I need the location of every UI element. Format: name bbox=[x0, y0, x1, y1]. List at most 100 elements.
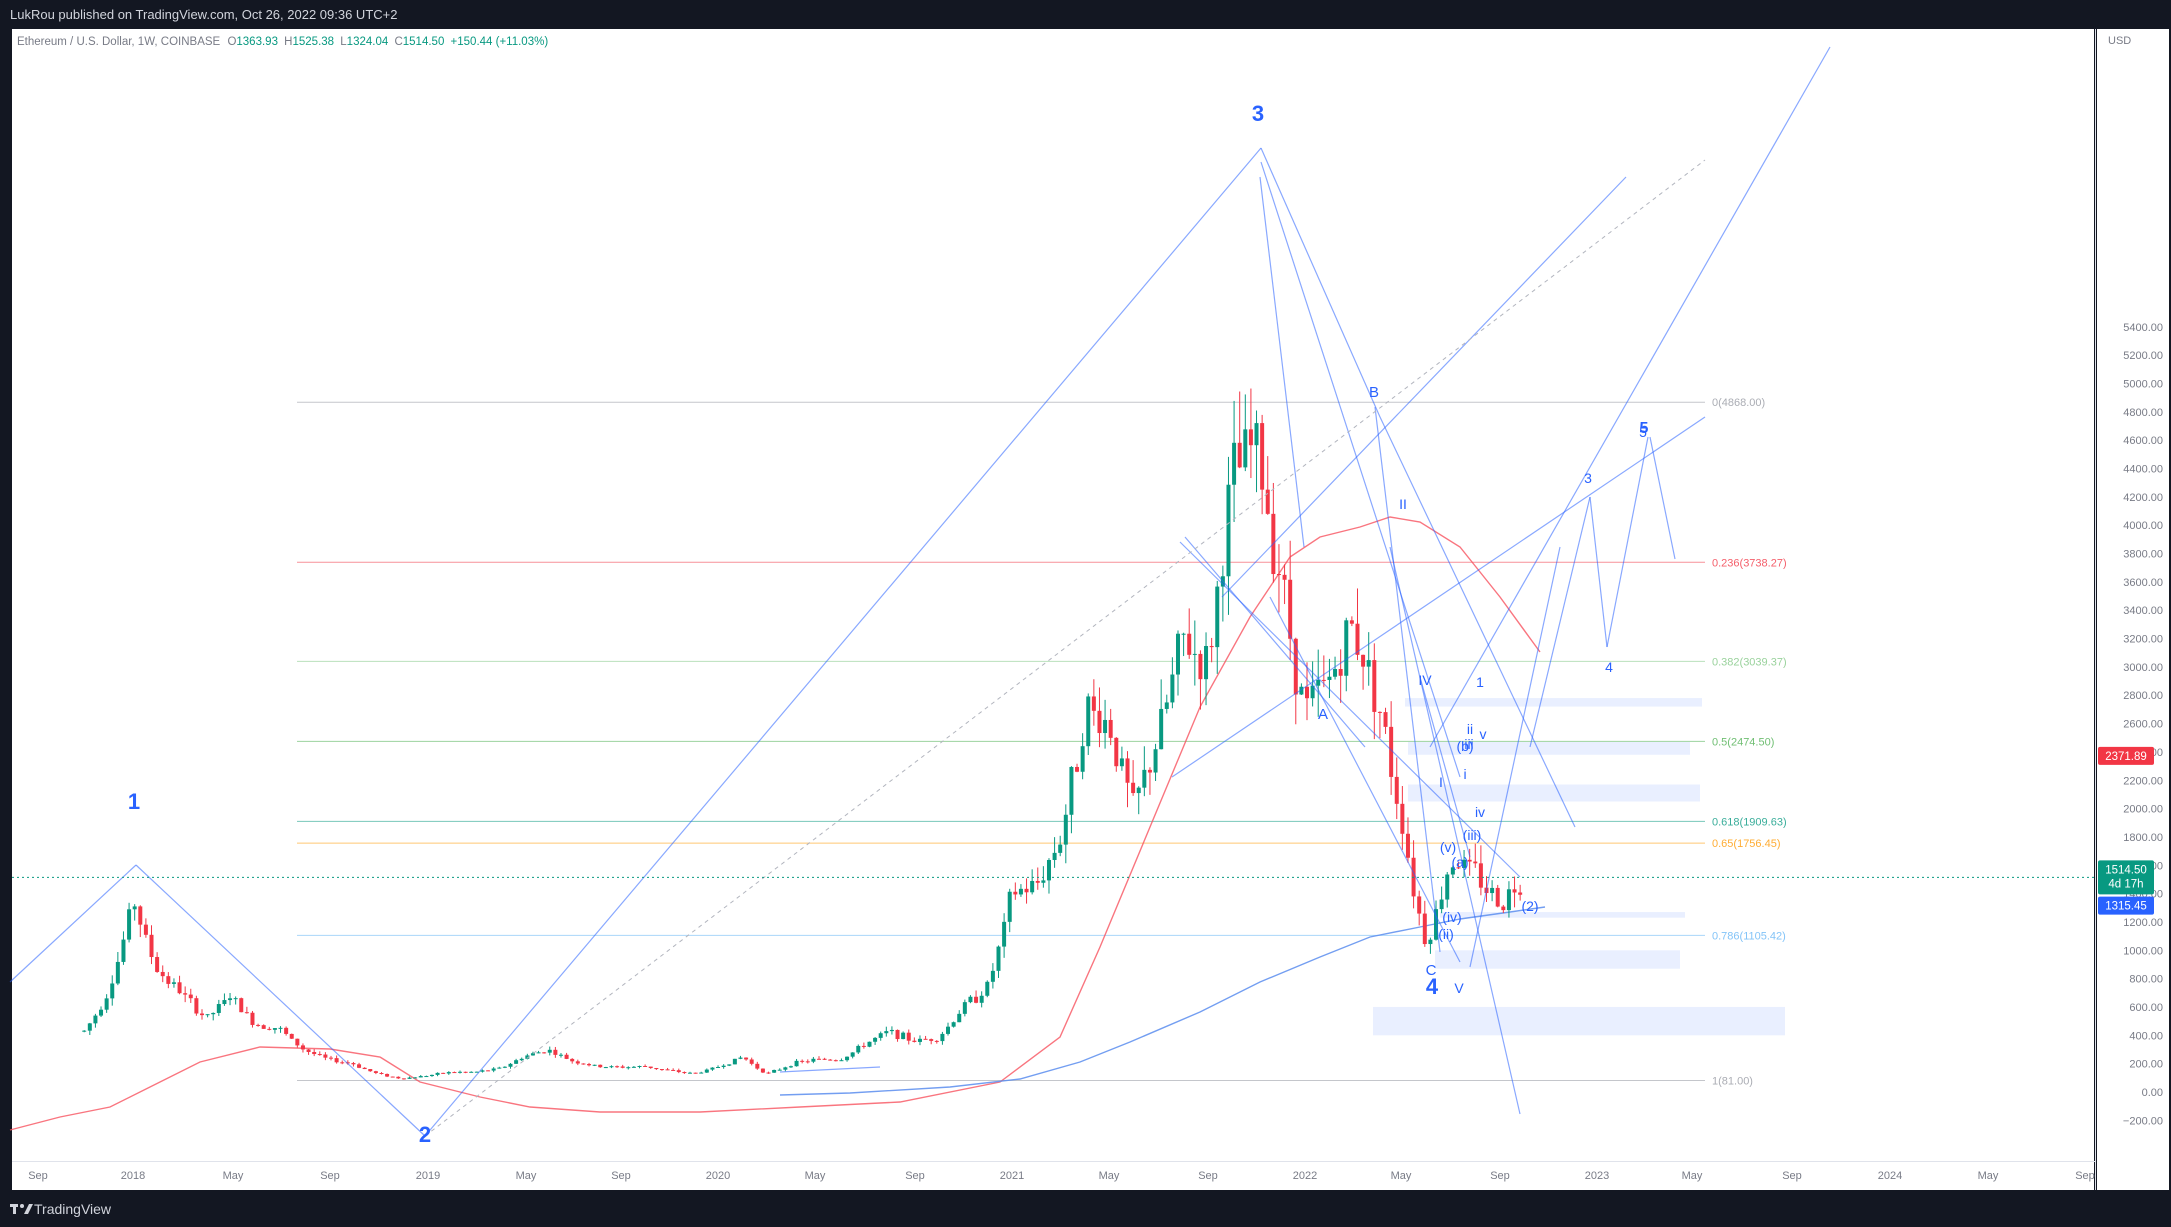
candle[interactable] bbox=[1366, 632, 1371, 686]
candle[interactable] bbox=[671, 1068, 676, 1071]
candle[interactable] bbox=[974, 990, 979, 1004]
candle[interactable] bbox=[783, 1066, 788, 1072]
candle[interactable] bbox=[1377, 711, 1382, 739]
price-zone[interactable] bbox=[1405, 698, 1702, 707]
candle[interactable] bbox=[441, 1072, 446, 1074]
candle[interactable] bbox=[1164, 694, 1169, 714]
candle[interactable] bbox=[1097, 687, 1102, 748]
candle[interactable] bbox=[1052, 837, 1057, 868]
candle[interactable] bbox=[1288, 540, 1293, 660]
candle[interactable] bbox=[873, 1037, 878, 1045]
candle[interactable] bbox=[1209, 637, 1214, 663]
trend-line[interactable] bbox=[1589, 496, 1608, 648]
candle[interactable] bbox=[1142, 746, 1147, 797]
candle[interactable] bbox=[334, 1055, 339, 1064]
candle[interactable] bbox=[435, 1072, 440, 1077]
price-axis-pane[interactable] bbox=[2097, 29, 2169, 1190]
candle[interactable] bbox=[87, 1022, 92, 1035]
candle[interactable] bbox=[732, 1058, 737, 1065]
candle[interactable] bbox=[508, 1063, 513, 1069]
candle[interactable] bbox=[687, 1071, 692, 1074]
chart-frame[interactable]: 0(4868.00) 0.236(3738.27) 0.382(3039.37) 0.… bbox=[0, 27, 2171, 1192]
candle[interactable] bbox=[1035, 867, 1040, 890]
candle[interactable] bbox=[845, 1056, 850, 1062]
candle[interactable] bbox=[1473, 843, 1478, 868]
candle[interactable] bbox=[216, 999, 221, 1016]
candle[interactable] bbox=[1046, 858, 1051, 894]
trend-line[interactable] bbox=[1221, 176, 1627, 598]
candle[interactable] bbox=[979, 991, 984, 1008]
candle[interactable] bbox=[744, 1057, 749, 1061]
candle[interactable] bbox=[760, 1068, 765, 1074]
trend-line[interactable] bbox=[1469, 546, 1561, 968]
trend-line[interactable] bbox=[1269, 596, 1461, 963]
candle[interactable] bbox=[1495, 884, 1500, 908]
candle[interactable] bbox=[828, 1058, 833, 1061]
candle[interactable] bbox=[1080, 733, 1085, 780]
candle[interactable] bbox=[1389, 701, 1394, 795]
candle[interactable] bbox=[1086, 693, 1091, 755]
candle[interactable] bbox=[407, 1076, 412, 1079]
trend-line[interactable] bbox=[424, 147, 1262, 1137]
candle[interactable] bbox=[833, 1059, 838, 1062]
candle[interactable] bbox=[912, 1037, 917, 1043]
candle[interactable] bbox=[1136, 786, 1141, 815]
candle[interactable] bbox=[480, 1069, 485, 1073]
candle[interactable] bbox=[1478, 845, 1483, 896]
candle[interactable] bbox=[329, 1055, 334, 1061]
candle[interactable] bbox=[357, 1062, 362, 1069]
candle[interactable] bbox=[542, 1052, 547, 1054]
candle[interactable] bbox=[676, 1068, 681, 1074]
candle[interactable] bbox=[990, 963, 995, 989]
trend-line[interactable] bbox=[1260, 161, 1461, 778]
candle[interactable] bbox=[486, 1070, 491, 1072]
candle[interactable] bbox=[1260, 414, 1265, 515]
candle[interactable] bbox=[160, 965, 165, 983]
candle[interactable] bbox=[340, 1060, 345, 1065]
candle[interactable] bbox=[497, 1066, 502, 1069]
candle[interactable] bbox=[901, 1031, 906, 1040]
price-zone[interactable] bbox=[1440, 912, 1685, 918]
candle[interactable] bbox=[1383, 707, 1388, 734]
candle[interactable] bbox=[721, 1064, 726, 1069]
candle[interactable] bbox=[1153, 743, 1158, 781]
candle[interactable] bbox=[1316, 649, 1321, 717]
candle[interactable] bbox=[772, 1069, 777, 1073]
candle[interactable] bbox=[884, 1026, 889, 1037]
candle[interactable] bbox=[205, 1014, 210, 1018]
candle[interactable] bbox=[1506, 881, 1511, 918]
candle[interactable] bbox=[244, 1006, 249, 1014]
candle[interactable] bbox=[1276, 544, 1281, 613]
candle[interactable] bbox=[502, 1066, 507, 1069]
candle[interactable] bbox=[749, 1057, 754, 1066]
ma-red-line[interactable] bbox=[9, 516, 1541, 1131]
candle[interactable] bbox=[256, 1023, 261, 1027]
trend-line[interactable] bbox=[1389, 546, 1521, 1115]
candle[interactable] bbox=[1204, 632, 1209, 706]
candle[interactable] bbox=[1237, 391, 1242, 469]
candle[interactable] bbox=[1512, 876, 1517, 908]
candle[interactable] bbox=[968, 995, 973, 1004]
candle[interactable] bbox=[1265, 456, 1270, 515]
candle[interactable] bbox=[1024, 878, 1029, 904]
candle[interactable] bbox=[626, 1066, 631, 1070]
candle[interactable] bbox=[1108, 708, 1113, 746]
candle[interactable] bbox=[368, 1068, 373, 1072]
candle[interactable] bbox=[800, 1059, 805, 1064]
candle[interactable] bbox=[211, 1012, 216, 1021]
candle[interactable] bbox=[710, 1067, 715, 1071]
candle[interactable] bbox=[1131, 760, 1136, 796]
candle[interactable] bbox=[317, 1051, 322, 1056]
candle[interactable] bbox=[766, 1071, 771, 1074]
candle[interactable] bbox=[946, 1022, 951, 1036]
chart-pane[interactable] bbox=[12, 29, 2094, 1190]
trend-line[interactable] bbox=[135, 864, 426, 1137]
candle[interactable] bbox=[385, 1073, 390, 1078]
candle[interactable] bbox=[1125, 751, 1130, 808]
trend-line[interactable] bbox=[1184, 536, 1366, 748]
candle[interactable] bbox=[957, 1010, 962, 1023]
candle[interactable] bbox=[362, 1067, 367, 1070]
candle[interactable] bbox=[424, 1075, 429, 1078]
candle[interactable] bbox=[1422, 900, 1427, 947]
candle[interactable] bbox=[1282, 564, 1287, 605]
